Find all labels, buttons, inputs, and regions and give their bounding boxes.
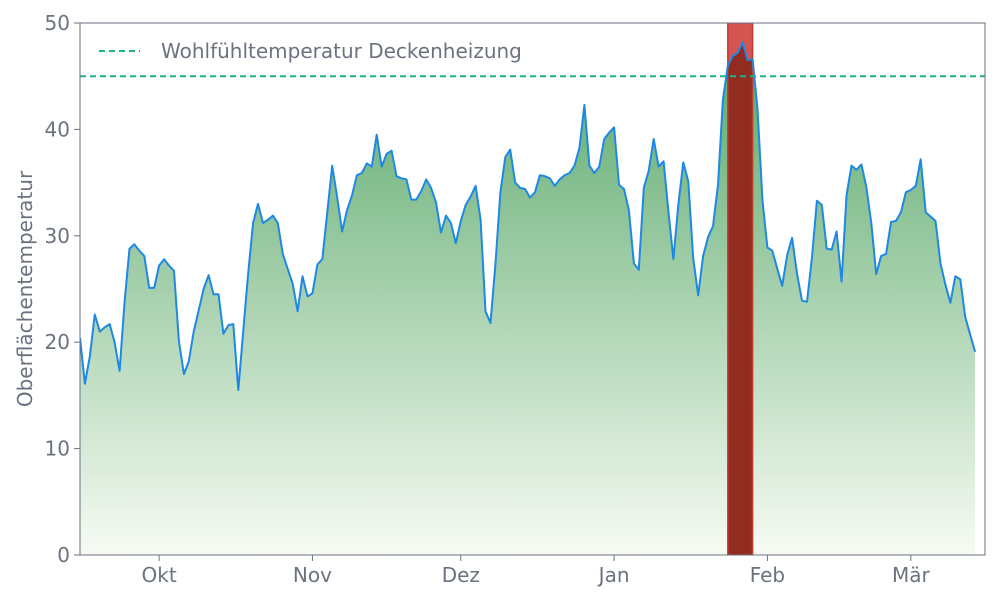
plot-area [80, 23, 985, 555]
x-tick-label: Feb [750, 563, 785, 587]
y-axis-title: Oberflächentemperatur [13, 170, 37, 407]
plot-frame [79, 22, 986, 556]
y-axis: 0 10 20 30 40 50 [45, 11, 80, 567]
legend: Wohlfühltemperatur Deckenheizung [99, 39, 522, 63]
y-tick-label: 0 [57, 543, 70, 567]
y-tick-label: 10 [45, 437, 70, 461]
highlight-overlap-area [727, 42, 753, 555]
x-tick-label: Mär [892, 563, 931, 587]
y-tick-label: 50 [45, 11, 70, 35]
y-tick-label: 40 [45, 117, 70, 141]
x-axis: Okt Nov Dez Jan Feb Mär [142, 555, 931, 587]
legend-label-reference-line: Wohlfühltemperatur Deckenheizung [161, 39, 522, 63]
x-tick-label: Nov [293, 563, 332, 587]
x-tick-label: Dez [442, 563, 480, 587]
x-tick-label: Okt [142, 563, 177, 587]
series-line [80, 41, 977, 392]
x-tick-label: Jan [597, 563, 630, 587]
y-tick-label: 20 [45, 330, 70, 354]
series-area-fill [80, 42, 976, 555]
y-tick-label: 30 [45, 224, 70, 248]
